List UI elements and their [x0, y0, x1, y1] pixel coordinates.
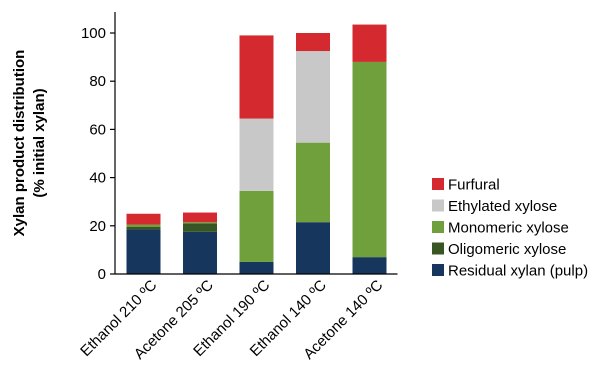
legend-swatch	[432, 264, 444, 276]
bar-segment	[183, 231, 217, 274]
legend: Furfural Ethylated xylose Monomeric xylose…	[432, 177, 588, 280]
y-axis-label: Xylan product distribution (% initial xy…	[11, 50, 48, 237]
bar-segment	[239, 35, 274, 119]
bar-segment	[126, 224, 161, 228]
bar-segment	[183, 222, 217, 224]
y-tick-label: 80	[89, 73, 106, 90]
bar-segment	[296, 222, 330, 274]
bar-segment	[352, 257, 387, 274]
bar-segment	[239, 118, 274, 191]
bars	[126, 24, 387, 274]
bar-segment	[296, 33, 330, 52]
y-axis-label-line-2: (% initial xylan)	[31, 88, 48, 197]
y-tick-label: 40	[89, 170, 106, 187]
bar-segment	[296, 51, 330, 143]
bar-segment	[183, 212, 217, 223]
legend-swatch	[432, 242, 444, 255]
legend-label: Monomeric xylose	[448, 220, 569, 237]
y-tick-label: 20	[89, 218, 106, 235]
legend-label: Residual xylan (pulp)	[448, 263, 588, 280]
legend-label: Oligomeric xylose	[448, 241, 566, 258]
y-tick-label: 60	[89, 121, 106, 138]
y-tick-label: 100	[81, 25, 106, 42]
bar-segment	[296, 142, 330, 223]
legend-label: Ethylated xylose	[448, 198, 557, 215]
bar-segment	[126, 229, 161, 274]
legend-swatch	[432, 221, 444, 233]
bar-segment	[126, 213, 161, 225]
legend-label: Furfural	[448, 177, 500, 194]
y-tick-label: 0	[98, 266, 106, 283]
y-axis-ticks: 0 20 40 60 80 100	[81, 25, 115, 283]
bar-segment	[126, 227, 161, 230]
bar-segment	[352, 61, 387, 258]
bar-segment	[183, 223, 217, 232]
bar-segment	[239, 261, 274, 274]
bar-segment	[352, 24, 387, 62]
y-axis-label-line-1: Xylan product distribution	[11, 50, 28, 237]
legend-swatch	[432, 178, 444, 190]
legend-swatch	[432, 199, 444, 212]
bar-segment	[239, 190, 274, 262]
